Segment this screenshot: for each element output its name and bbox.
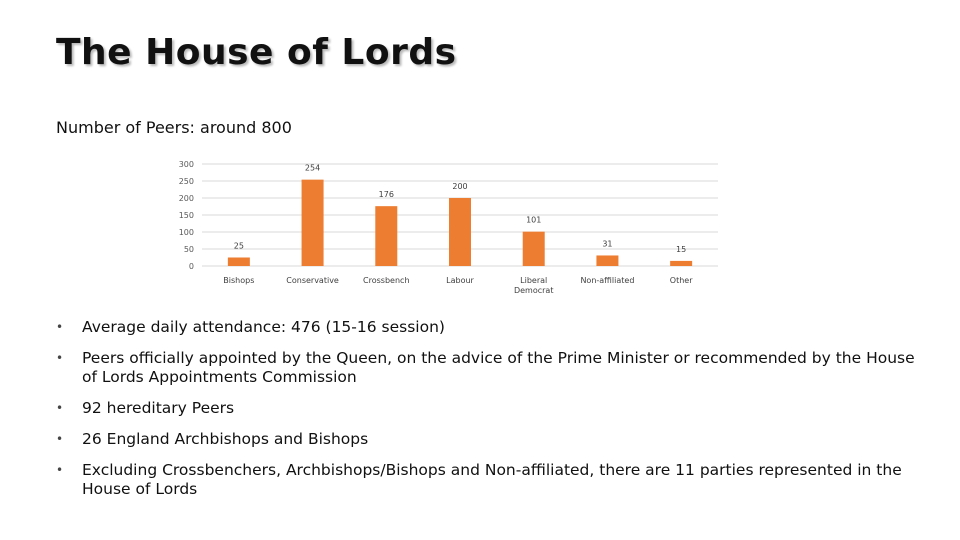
data-label: 176 [379,190,394,199]
data-label: 15 [676,245,686,254]
bullet-dot: • [56,432,64,446]
bullet-text: Peers officially appointed by the Queen,… [82,349,915,386]
bullet-dot: • [56,463,64,477]
bullet-item: • Excluding Crossbenchers, Archbishops/Bi… [56,461,916,499]
y-tick-label: 0 [189,262,194,271]
bullet-text: 92 hereditary Peers [82,399,235,417]
y-tick-label: 200 [179,194,194,203]
y-tick-label: 300 [179,160,194,169]
bar [670,260,693,266]
bullet-list: • Average daily attendance: 476 (15-16 se… [56,318,916,511]
bullet-item: • Peers officially appointed by the Queen… [56,349,916,387]
data-label: 31 [602,239,612,248]
x-tick-label: Conservative [286,276,339,285]
bullet-text: Average daily attendance: 476 (15-16 ses… [82,318,445,336]
y-tick-label: 250 [179,177,194,186]
x-tick-label: Labour [446,276,474,285]
x-tick-label: Non-affiliated [580,276,634,285]
y-tick-label: 150 [179,211,194,220]
bar [449,198,471,266]
bar [596,255,619,266]
y-tick-label: 100 [179,228,194,237]
bar [375,206,398,266]
data-label: 101 [526,216,541,225]
data-label: 254 [305,164,320,173]
bullet-text: Excluding Crossbenchers, Archbishops/Bis… [82,461,902,498]
bullet-item: • Average daily attendance: 476 (15-16 se… [56,318,916,337]
slide-title: The House of Lords [56,32,457,73]
bullet-dot: • [56,401,64,415]
slide-subtitle: Number of Peers: around 800 [56,118,292,137]
x-tick-label: Other [670,276,693,285]
bullet-dot: • [56,351,64,365]
x-tick-label: Bishops [223,276,254,285]
bar [522,231,545,266]
bar [301,179,324,266]
peers-bar-chart: 0 50 100 150 200 250 300 25 Bishops 254 Conservati… [179,160,718,295]
bar [227,257,250,266]
y-tick-label: 50 [184,245,194,254]
bullet-dot: • [56,320,64,334]
data-label: 200 [452,182,467,191]
x-tick-label: Liberal [520,276,547,285]
bullet-text: 26 England Archbishops and Bishops [82,430,369,448]
bullet-item: • 92 hereditary Peers [56,399,916,418]
x-tick-label: Crossbench [363,276,409,285]
bullet-item: • 26 England Archbishops and Bishops [56,430,916,449]
data-label: 25 [234,242,244,251]
x-tick-label: Democrat [514,286,554,295]
